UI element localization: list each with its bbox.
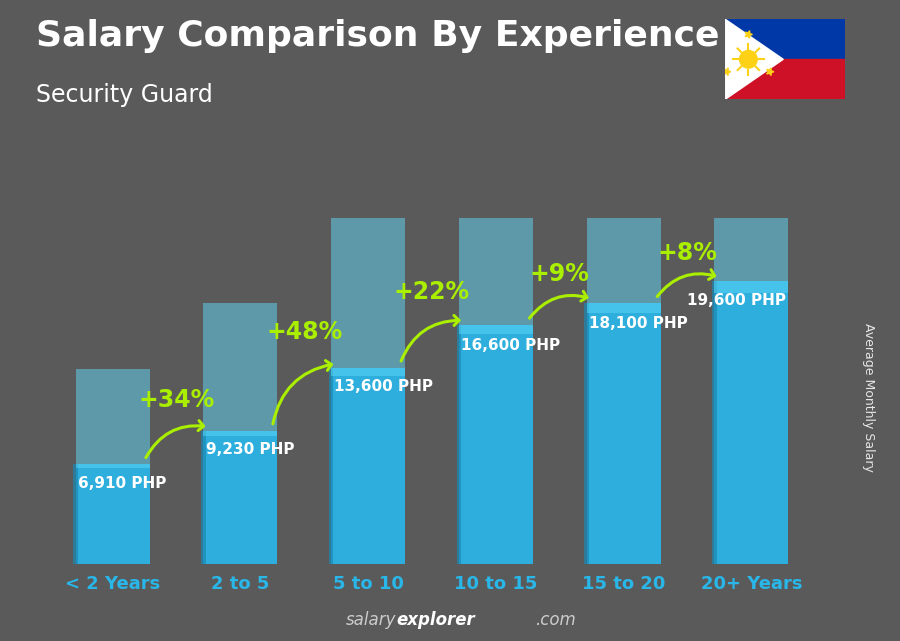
Bar: [328, 368, 333, 564]
Text: .com: .com: [536, 611, 576, 629]
Polygon shape: [724, 68, 731, 76]
Text: +34%: +34%: [139, 388, 214, 412]
Text: +22%: +22%: [394, 280, 470, 304]
Bar: [725, 19, 845, 60]
Bar: [331, 179, 405, 376]
Bar: [331, 368, 405, 564]
Text: 9,230 PHP: 9,230 PHP: [206, 442, 294, 458]
Bar: [456, 324, 461, 564]
Text: 13,600 PHP: 13,600 PHP: [334, 379, 433, 394]
Bar: [587, 303, 661, 564]
Text: salary: salary: [346, 611, 396, 629]
Bar: [203, 303, 277, 437]
Polygon shape: [725, 19, 783, 99]
Bar: [76, 465, 149, 564]
Text: Security Guard: Security Guard: [36, 83, 212, 107]
Bar: [587, 53, 661, 313]
Circle shape: [740, 51, 757, 68]
FancyArrowPatch shape: [146, 420, 203, 458]
Bar: [459, 324, 533, 564]
Text: explorer: explorer: [396, 611, 475, 629]
Text: +9%: +9%: [530, 262, 590, 286]
Bar: [712, 281, 716, 564]
Text: Salary Comparison By Experience: Salary Comparison By Experience: [36, 19, 719, 53]
Text: 19,600 PHP: 19,600 PHP: [687, 293, 786, 308]
Bar: [76, 369, 149, 469]
Bar: [203, 431, 277, 564]
Text: Average Monthly Salary: Average Monthly Salary: [862, 323, 875, 472]
FancyArrowPatch shape: [401, 315, 459, 361]
Bar: [715, 281, 788, 564]
Text: +48%: +48%: [266, 320, 342, 344]
Polygon shape: [767, 68, 774, 76]
FancyArrowPatch shape: [273, 361, 331, 424]
Text: +8%: +8%: [658, 240, 717, 265]
FancyArrowPatch shape: [657, 270, 715, 297]
Text: 6,910 PHP: 6,910 PHP: [78, 476, 166, 491]
Bar: [715, 10, 788, 293]
Bar: [459, 95, 533, 334]
Bar: [201, 431, 205, 564]
Bar: [584, 303, 589, 564]
Bar: [74, 465, 77, 564]
Bar: [725, 60, 845, 99]
FancyArrowPatch shape: [529, 292, 587, 318]
Text: 16,600 PHP: 16,600 PHP: [462, 338, 561, 353]
Text: 18,100 PHP: 18,100 PHP: [590, 316, 688, 331]
Polygon shape: [745, 31, 752, 38]
